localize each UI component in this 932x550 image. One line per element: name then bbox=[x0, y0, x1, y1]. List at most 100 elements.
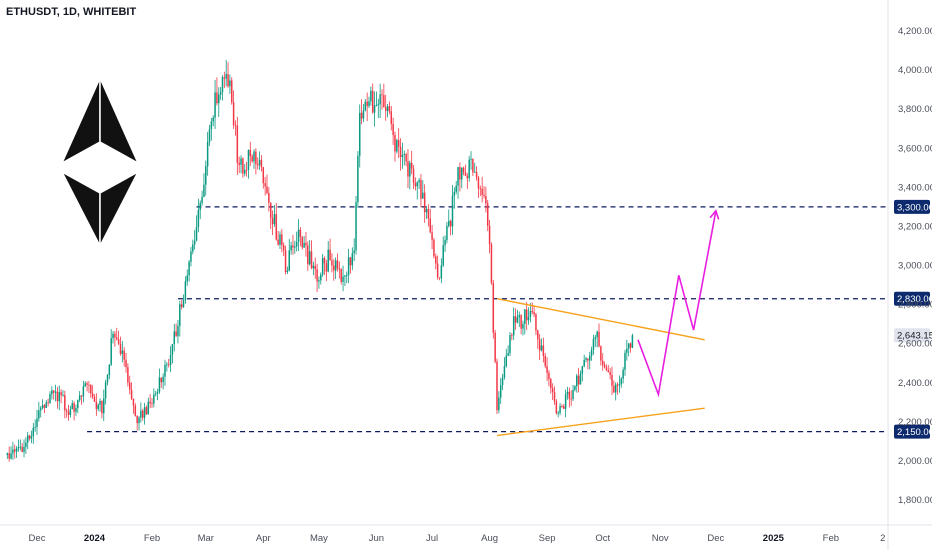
candle-up bbox=[51, 390, 53, 395]
candle-up bbox=[219, 92, 222, 95]
y-tick-label: 2,400.00 bbox=[898, 378, 932, 389]
candle-down bbox=[397, 140, 400, 147]
candle-up bbox=[622, 369, 624, 379]
candle-up bbox=[614, 384, 617, 393]
candle-up bbox=[295, 241, 298, 247]
candle-down bbox=[232, 102, 235, 126]
candle-up bbox=[377, 104, 380, 106]
candle-down bbox=[383, 95, 385, 108]
candle-up bbox=[409, 162, 411, 177]
candle-up bbox=[379, 94, 381, 105]
candle-up bbox=[294, 246, 296, 248]
candle-down bbox=[95, 401, 98, 409]
candle-down bbox=[629, 343, 632, 348]
candle-down bbox=[238, 162, 240, 165]
candle-up bbox=[190, 251, 192, 262]
candle-down bbox=[479, 188, 482, 190]
candle-down bbox=[550, 379, 552, 389]
candle-up bbox=[357, 155, 359, 203]
current-price-label: 2,643.15 bbox=[897, 331, 932, 342]
candle-down bbox=[472, 158, 474, 173]
candle-up bbox=[473, 171, 476, 173]
candle-up bbox=[353, 250, 355, 254]
candle-down bbox=[598, 331, 600, 347]
candle-down bbox=[325, 263, 328, 272]
candle-down bbox=[269, 202, 272, 219]
candle-up bbox=[197, 210, 200, 228]
candlesticks bbox=[6, 59, 634, 462]
candle-up bbox=[23, 446, 25, 452]
candle-up bbox=[312, 265, 315, 269]
candle-up bbox=[110, 338, 112, 365]
candle-up bbox=[297, 229, 300, 242]
candle-down bbox=[80, 395, 83, 397]
candle-down bbox=[605, 367, 608, 371]
candle-down bbox=[538, 339, 541, 351]
candle-down bbox=[130, 389, 133, 399]
candle-up bbox=[557, 412, 559, 414]
candle-down bbox=[394, 134, 396, 152]
candle-down bbox=[548, 372, 550, 380]
candle-up bbox=[347, 257, 350, 276]
candle-up bbox=[403, 154, 406, 156]
candle-down bbox=[310, 251, 313, 269]
x-tick-label: Nov bbox=[652, 533, 669, 544]
candle-down bbox=[603, 364, 606, 368]
candle-up bbox=[243, 169, 246, 174]
candle-up bbox=[386, 106, 389, 111]
candle-down bbox=[492, 282, 495, 333]
candle-down bbox=[305, 242, 307, 246]
candle-down bbox=[123, 350, 125, 360]
candle-down bbox=[531, 311, 533, 313]
candle-down bbox=[388, 106, 391, 112]
candle-down bbox=[86, 383, 88, 385]
candle-up bbox=[327, 249, 329, 272]
candle-up bbox=[140, 410, 142, 418]
candle-up bbox=[559, 405, 561, 413]
candle-up bbox=[351, 253, 354, 266]
candle-down bbox=[227, 74, 229, 87]
candle-down bbox=[236, 125, 239, 163]
candle-up bbox=[576, 375, 578, 387]
candle-up bbox=[442, 245, 444, 266]
x-tick-label: Feb bbox=[823, 533, 839, 544]
candle-down bbox=[577, 375, 580, 385]
candle-up bbox=[468, 159, 470, 179]
candle-up bbox=[505, 355, 508, 367]
x-tick-label: Mar bbox=[198, 533, 214, 544]
candle-up bbox=[99, 400, 101, 405]
candle-down bbox=[64, 395, 66, 411]
candle-up bbox=[583, 359, 585, 367]
candle-down bbox=[136, 415, 138, 424]
candle-down bbox=[128, 382, 131, 390]
candle-up bbox=[288, 250, 291, 271]
candle-up bbox=[631, 335, 634, 348]
candle-down bbox=[307, 245, 309, 265]
triangle-pattern bbox=[496, 298, 705, 437]
candle-down bbox=[180, 304, 183, 308]
candle-down bbox=[245, 169, 248, 171]
candle-down bbox=[427, 208, 430, 219]
level-price-badge bbox=[894, 199, 930, 214]
candle-down bbox=[43, 405, 46, 408]
candle-down bbox=[568, 391, 571, 399]
candle-down bbox=[88, 384, 90, 386]
candle-up bbox=[205, 166, 207, 185]
candle-up bbox=[77, 400, 79, 409]
candle-down bbox=[570, 398, 572, 400]
candle-up bbox=[507, 353, 509, 356]
candle-up bbox=[451, 195, 454, 227]
candle-up bbox=[26, 435, 29, 443]
candle-up bbox=[6, 453, 9, 456]
y-tick-label: 2,600.00 bbox=[898, 339, 932, 350]
candle-down bbox=[114, 333, 116, 338]
candle-down bbox=[101, 400, 103, 414]
y-tick-label: 2,000.00 bbox=[898, 456, 932, 467]
candle-up bbox=[308, 251, 311, 265]
candle-up bbox=[71, 403, 73, 410]
candle-down bbox=[28, 435, 31, 439]
candle-down bbox=[392, 123, 394, 135]
candle-down bbox=[175, 331, 177, 337]
projection-line bbox=[637, 210, 717, 398]
candle-up bbox=[171, 344, 174, 355]
